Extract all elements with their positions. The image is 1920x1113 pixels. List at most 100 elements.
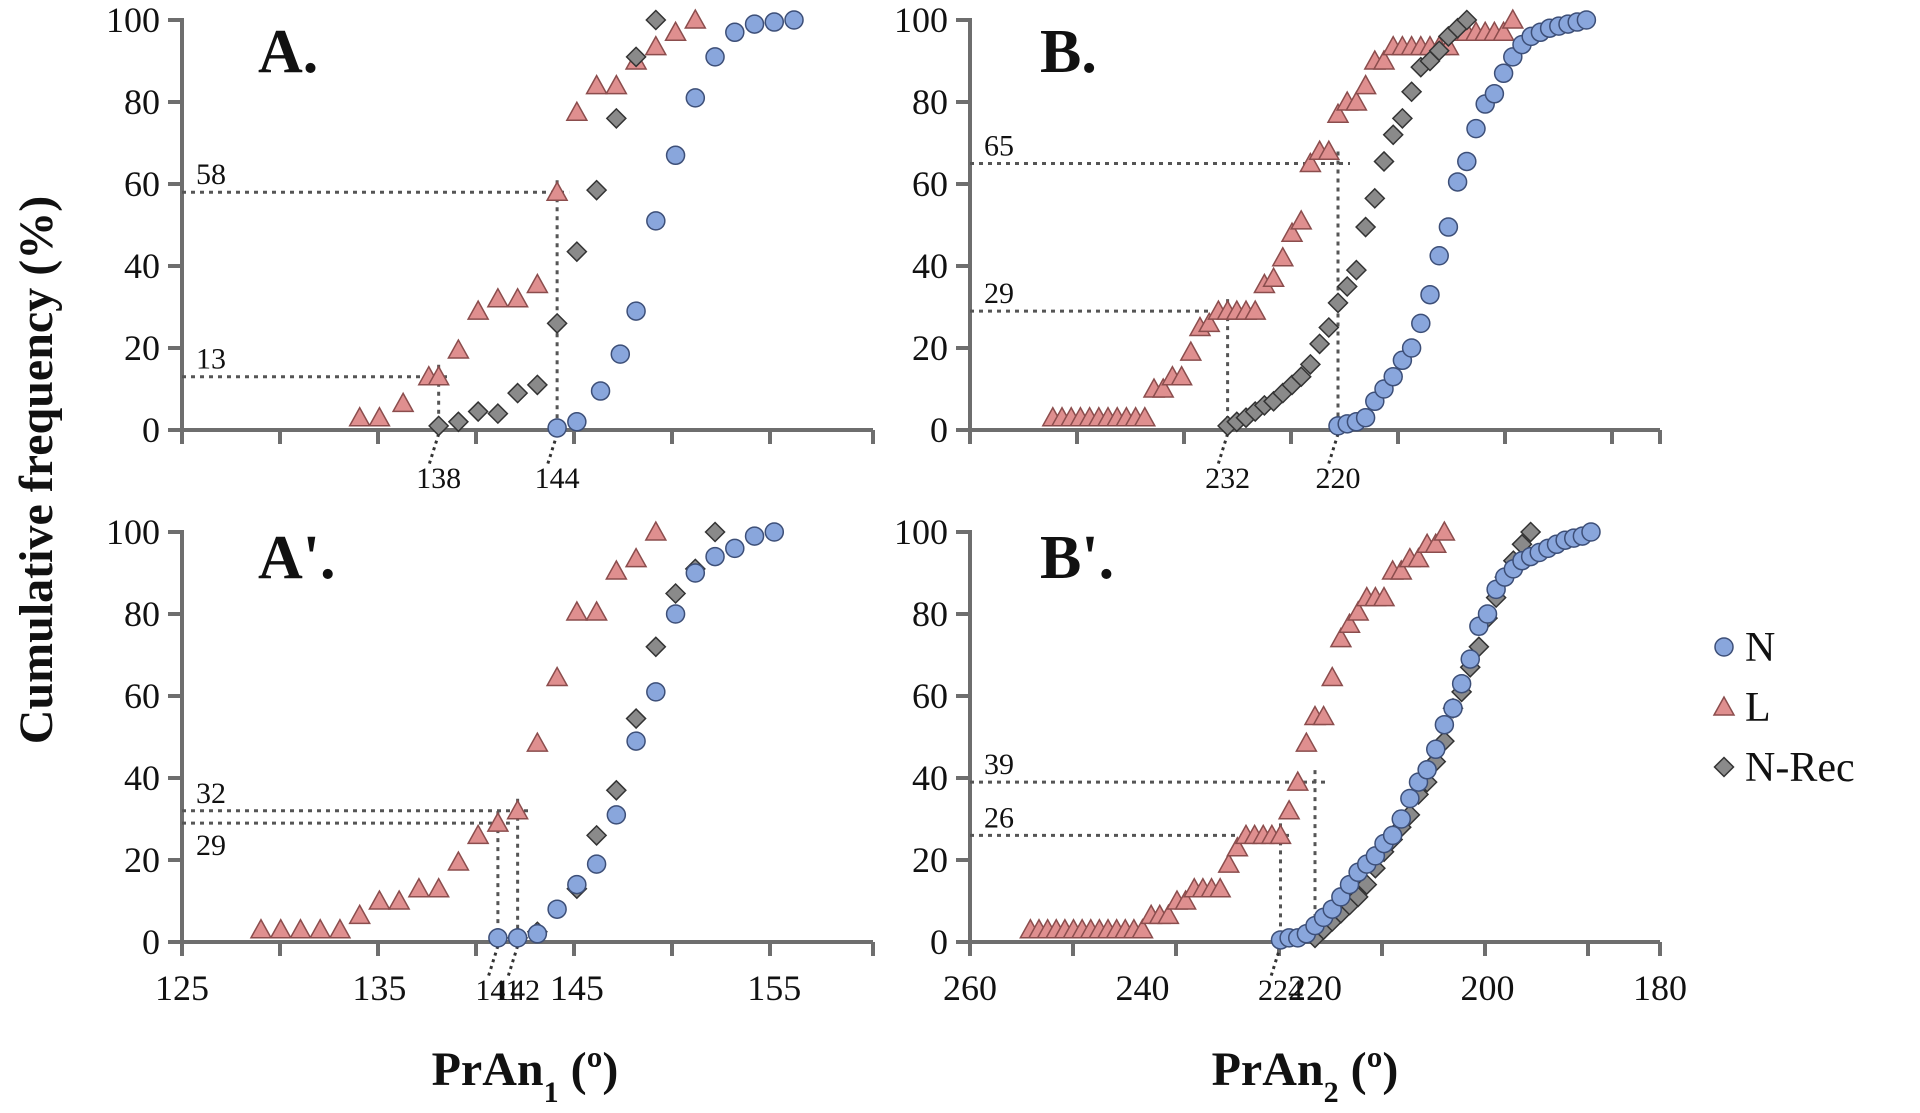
data-point-l (348, 903, 371, 925)
guide-value-label: 32 (196, 777, 226, 810)
data-point-l (1243, 299, 1267, 320)
data-point-n (725, 538, 745, 559)
data-point-n (1460, 649, 1480, 669)
callout-label: 220 (1316, 462, 1361, 495)
series-l (1019, 520, 1456, 939)
data-point-l (526, 731, 549, 752)
y-tick-label: 80 (912, 82, 948, 122)
x-tick-label: 220 (1288, 968, 1342, 1008)
data-point-n-rec (1428, 40, 1450, 62)
data-point-n-rec (546, 312, 568, 334)
callout-leader (1326, 433, 1340, 467)
data-point-l (289, 918, 312, 939)
data-point-l (1131, 918, 1154, 939)
data-point-n (1484, 84, 1505, 104)
legend-marker-n (1714, 637, 1734, 657)
callout-leader (1269, 945, 1282, 979)
data-point-n-rec (605, 779, 627, 801)
data-point-n (1576, 10, 1597, 30)
x-tick-label: 155 (747, 968, 801, 1008)
data-point-n (586, 854, 607, 874)
data-point-l (1271, 246, 1295, 267)
y-tick-label: 80 (124, 82, 160, 122)
y-tick-label: 80 (124, 594, 160, 634)
x-axis-title-1-unit: (º) (559, 1043, 619, 1096)
data-point-n-rec (507, 382, 529, 404)
data-point-l (308, 918, 332, 939)
data-point-n (507, 928, 528, 948)
data-point-n (744, 14, 765, 34)
guide-value-label: 13 (196, 343, 226, 376)
data-point-l (1326, 102, 1350, 124)
data-point-l (565, 600, 589, 621)
data-point-n-rec (1355, 216, 1377, 238)
data-point-l (427, 877, 450, 898)
data-point-l (565, 100, 589, 121)
data-point-n (1443, 698, 1463, 719)
data-point-l (1133, 406, 1157, 427)
data-point-l (1226, 836, 1249, 857)
series-n (1270, 522, 1601, 950)
data-point-l (447, 338, 470, 359)
data-point-l (486, 287, 510, 308)
data-point-l (407, 877, 431, 898)
data-point-n (1401, 338, 1422, 358)
data-point-n (1581, 522, 1601, 542)
data-point-l (1151, 377, 1175, 398)
y-tick-label: 60 (912, 164, 948, 204)
legend-label: N (1745, 625, 1775, 671)
data-point-l (368, 406, 391, 427)
data-point-l (1280, 221, 1304, 242)
data-point-n-rec (447, 411, 469, 433)
callout-label: 141 (475, 974, 520, 1007)
y-tick-label: 0 (930, 410, 948, 450)
data-point-n (1420, 284, 1440, 305)
series-n (488, 522, 785, 948)
y-tick-label: 40 (124, 758, 160, 798)
legend-label: N-Rec (1745, 745, 1855, 791)
data-point-n-rec (1336, 275, 1358, 298)
data-point-l (1295, 731, 1318, 752)
callout-label: 144 (535, 462, 580, 495)
data-point-n-rec (1373, 150, 1395, 173)
data-point-n-rec (1520, 521, 1542, 543)
data-point-l (1345, 90, 1368, 111)
data-point-l (1208, 877, 1232, 898)
y-tick-label: 80 (912, 594, 948, 634)
y-tick-label: 100 (106, 512, 160, 552)
data-point-n (610, 344, 631, 364)
data-point-n-rec (625, 46, 647, 68)
data-point-l (1269, 823, 1292, 845)
data-point-l (466, 299, 490, 320)
data-point-l (684, 8, 707, 29)
panel-letter: B. (1040, 18, 1097, 86)
data-point-l (1329, 627, 1353, 648)
x-tick-label: 125 (155, 968, 209, 1008)
legend: NL N-Rec (1712, 625, 1855, 791)
data-point-l (1492, 20, 1515, 42)
data-point-l (506, 287, 529, 308)
data-point-n (1382, 825, 1403, 846)
data-point-n (1391, 809, 1411, 829)
callout-label: 138 (416, 462, 461, 495)
panel-letter: A. (258, 18, 318, 86)
guide-value-label: 65 (984, 130, 1014, 163)
data-point-n (1400, 788, 1420, 809)
data-point-n (725, 22, 745, 43)
data-point-l (1433, 520, 1456, 541)
panel-letter: B'. (1040, 524, 1114, 592)
data-point-l (1179, 340, 1203, 361)
legend-marker-l (1712, 695, 1736, 716)
callout-label: 232 (1205, 462, 1250, 495)
y-tick-label: 100 (894, 512, 948, 552)
data-point-l (506, 799, 529, 820)
callout-leader (427, 433, 441, 467)
y-tick-label: 40 (912, 758, 948, 798)
data-point-l (427, 365, 450, 386)
data-point-n (1447, 172, 1468, 192)
data-point-l (1424, 532, 1448, 554)
data-point-n-rec (1345, 259, 1367, 281)
data-point-l (1170, 365, 1193, 386)
panel-letter: A'. (258, 524, 336, 592)
